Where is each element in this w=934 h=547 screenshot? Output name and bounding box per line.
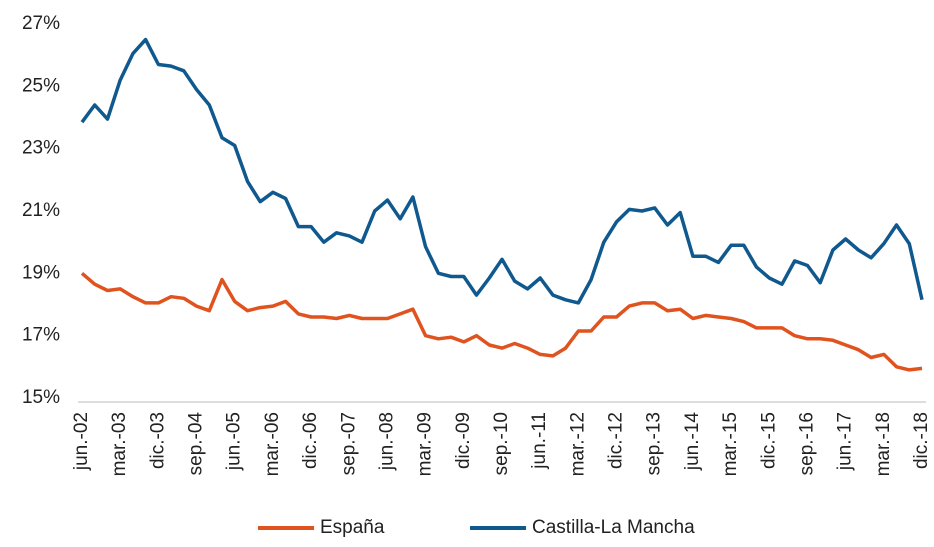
- x-tick-label: mar.-15: [720, 412, 741, 476]
- x-tick-label: dic.-15: [758, 412, 779, 469]
- x-tick-label: dic.-06: [300, 412, 321, 469]
- y-tick-label: 21%: [22, 200, 60, 221]
- y-tick-label: 19%: [22, 262, 60, 283]
- x-tick-label: jun.-17: [835, 412, 856, 471]
- y-tick-label: 15%: [22, 387, 60, 408]
- x-tick-label: sep.-13: [644, 412, 665, 475]
- x-tick-label: dic.-12: [606, 412, 627, 469]
- x-tick-label: mar.-09: [415, 412, 436, 476]
- legend-label: Castilla-La Mancha: [532, 517, 695, 538]
- x-tick-label: jun.-11: [529, 412, 550, 470]
- x-tick-label: mar.-06: [262, 412, 283, 476]
- x-tick-label: dic.-09: [453, 412, 474, 469]
- y-tick-label: 17%: [22, 325, 60, 346]
- x-tick-label: jun.-14: [682, 412, 703, 472]
- y-tick-label: 23%: [22, 138, 60, 159]
- x-tick-label: jun.-05: [224, 412, 245, 471]
- line-series: [80, 37, 924, 305]
- x-tick-label: jun.-08: [376, 412, 397, 471]
- x-tick-label: dic.-18: [911, 412, 932, 469]
- x-tick-label: sep.-10: [491, 412, 512, 475]
- y-tick-label: 25%: [22, 75, 60, 96]
- line-series: [80, 271, 923, 372]
- x-tick-label: sep.-16: [796, 412, 817, 475]
- legend-label: España: [320, 517, 385, 538]
- x-tick-label: mar.-03: [109, 412, 130, 476]
- x-tick-label: sep.-04: [186, 412, 207, 476]
- x-tick-label: jun.-02: [71, 412, 92, 471]
- x-tick-label: mar.-12: [567, 412, 588, 476]
- x-tick-label: mar.-18: [873, 412, 894, 476]
- x-tick-label: sep.-07: [338, 412, 359, 475]
- y-tick-label: 27%: [22, 13, 60, 34]
- x-tick-label: dic.-03: [147, 412, 168, 469]
